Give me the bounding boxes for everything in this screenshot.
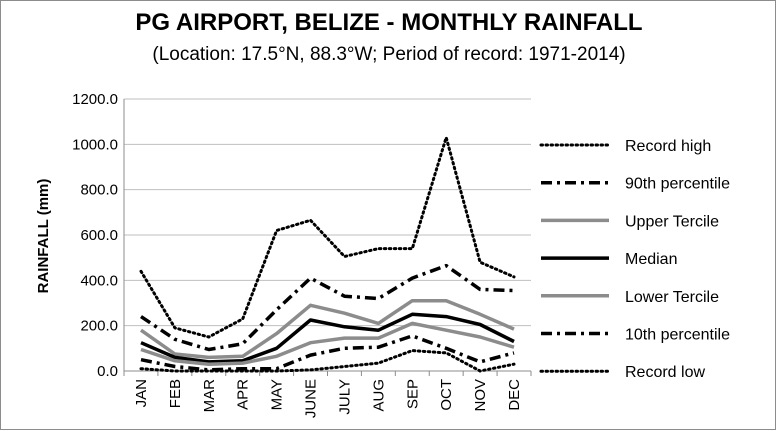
legend-label-lower-tercile: Lower Tercile xyxy=(625,289,719,306)
gridlines xyxy=(124,98,531,327)
y-tick-label: 800.0 xyxy=(80,182,118,199)
series-line-record-low xyxy=(139,349,516,373)
series-lines xyxy=(139,136,516,373)
chart-title: PG AIRPORT, BELIZE - MONTHLY RAINFALL xyxy=(135,9,643,36)
x-tick-label: FEB xyxy=(167,379,184,408)
y-tick-label: 600.0 xyxy=(80,227,118,244)
series-line-lower-tercile xyxy=(140,321,515,366)
y-tick-label: 200.0 xyxy=(80,318,118,335)
chart-subtitle: (Location: 17.5°N, 88.3°W; Period of rec… xyxy=(152,44,626,65)
series-line-upper-tercile xyxy=(139,298,515,360)
x-tick-label: DEC xyxy=(506,379,523,411)
series-line-median xyxy=(140,312,515,364)
axes: 0.0 200.0 400.0 600.0 800.0 1000.0 1200.0 JAN FE… xyxy=(72,91,532,418)
series-line-record-high xyxy=(139,136,516,339)
x-tick-label: OCT xyxy=(438,379,455,411)
legend-label-record-high: Record high xyxy=(625,138,711,155)
series-line-10th-percentile xyxy=(140,334,515,372)
legend-label-median: Median xyxy=(625,251,677,268)
legend-label-upper-tercile: Upper Tercile xyxy=(625,213,719,230)
y-axis-label: RAINFALL (mm) xyxy=(35,179,52,294)
x-tick-label: MAY xyxy=(269,379,286,410)
legend-label-10th-percentile: 10th percentile xyxy=(625,327,730,344)
x-tick-label: AUG xyxy=(370,379,387,412)
x-tick-label: NOV xyxy=(472,379,489,412)
legend: Record high 90th percentile Upper Tercile M… xyxy=(539,138,730,381)
y-tick-label: 1200.0 xyxy=(72,91,118,108)
x-tick-label: JUNE xyxy=(303,379,320,418)
y-tick-label: 1000.0 xyxy=(72,136,118,153)
x-tick-label: JULY xyxy=(336,379,353,415)
legend-label-90th-percentile: 90th percentile xyxy=(625,176,730,193)
y-tick-label: 400.0 xyxy=(80,272,118,289)
x-tick-label: APR xyxy=(235,379,252,410)
x-tick-label: JAN xyxy=(133,379,150,407)
x-tick-label: MAR xyxy=(201,379,218,413)
series-line-90th-percentile xyxy=(140,263,515,352)
x-tick-label: SEP xyxy=(404,379,421,409)
y-tick-label: 0.0 xyxy=(97,363,118,380)
legend-label-record-low: Record low xyxy=(625,364,705,381)
